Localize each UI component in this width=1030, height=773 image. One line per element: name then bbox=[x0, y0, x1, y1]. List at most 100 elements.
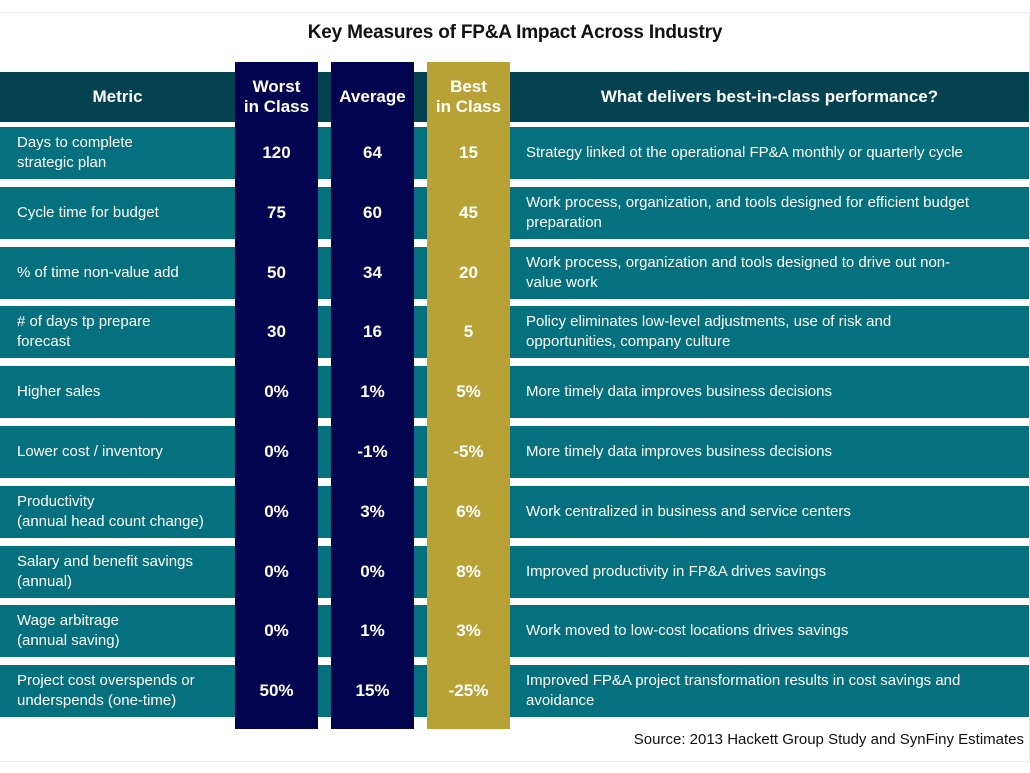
average-value: 60 bbox=[363, 203, 382, 222]
metric-label-line: Salary and benefit savings bbox=[17, 553, 193, 570]
table-row bbox=[0, 187, 1029, 239]
average-value: 64 bbox=[363, 143, 382, 162]
description-line: value work bbox=[526, 274, 598, 291]
worst-value: 30 bbox=[267, 322, 286, 341]
metric-cell: % of time non-value add bbox=[17, 247, 227, 299]
description-line: avoidance bbox=[526, 692, 595, 709]
worst-value: 120 bbox=[262, 143, 291, 162]
best-value: 3% bbox=[456, 621, 481, 640]
average-value: -1% bbox=[357, 442, 388, 461]
description-cell: Strategy linked ot the operational FP&A … bbox=[526, 127, 1021, 179]
description-cell: More timely data improves business decis… bbox=[526, 366, 1021, 418]
table-row bbox=[0, 426, 1029, 478]
best-value: -25% bbox=[448, 681, 489, 700]
worst-value: 50% bbox=[259, 681, 294, 700]
best-value: 15 bbox=[459, 143, 478, 162]
description-line: More timely data improves business decis… bbox=[526, 443, 832, 460]
worst-column bbox=[235, 62, 318, 729]
table-row bbox=[0, 247, 1029, 299]
metric-label-line: Productivity bbox=[17, 493, 95, 510]
metric-label-line: Cycle time for budget bbox=[17, 204, 159, 221]
header-worst-line2: in Class bbox=[243, 97, 310, 116]
header-best-line2: in Class bbox=[435, 97, 502, 116]
description-line: opportunities, company culture bbox=[526, 333, 731, 350]
best-value: 20 bbox=[459, 263, 478, 282]
table-row bbox=[0, 366, 1029, 418]
worst-value: 0% bbox=[264, 442, 289, 461]
metric-cell: Productivity (annual head count change) bbox=[17, 486, 227, 538]
header-what-delivers: What delivers best-in-class performance? bbox=[600, 87, 939, 106]
average-column bbox=[331, 62, 414, 729]
table-row bbox=[0, 486, 1029, 538]
description-cell: Improved FP&A project transformation res… bbox=[526, 665, 1021, 717]
description-cell: Policy eliminates low-level adjustments,… bbox=[526, 306, 1021, 358]
worst-value: 0% bbox=[264, 502, 289, 521]
average-value: 1% bbox=[360, 382, 385, 401]
metric-cell: Cycle time for budget bbox=[17, 187, 227, 239]
metric-label-line: Project cost overspends or bbox=[17, 672, 195, 689]
description-line: More timely data improves business decis… bbox=[526, 383, 832, 400]
metric-label-line: strategic plan bbox=[17, 154, 107, 171]
worst-value: 0% bbox=[264, 382, 289, 401]
description-line: Work process, organization and tools des… bbox=[526, 254, 951, 271]
metric-label-line: forecast bbox=[17, 333, 71, 350]
metric-label-line: # of days tp prepare bbox=[17, 313, 151, 330]
worst-value: 50 bbox=[267, 263, 286, 282]
metric-cell: # of days tp prepare forecast bbox=[17, 306, 227, 358]
metric-cell: Higher sales bbox=[17, 366, 227, 418]
best-value: 45 bbox=[459, 203, 478, 222]
metric-label-line: % of time non-value add bbox=[17, 264, 179, 281]
header-best-line1: Best bbox=[450, 77, 487, 96]
table-row bbox=[0, 665, 1029, 717]
average-value: 3% bbox=[360, 502, 385, 521]
description-line: Improved productivity in FP&A drives sav… bbox=[526, 563, 827, 580]
table-row bbox=[0, 127, 1029, 179]
best-value: 8% bbox=[456, 562, 481, 581]
table-row bbox=[0, 605, 1029, 657]
description-line: Improved FP&A project transformation res… bbox=[526, 672, 961, 689]
description-cell: Work process, organization and tools des… bbox=[526, 247, 1021, 299]
metric-cell: Lower cost / inventory bbox=[17, 426, 227, 478]
table-row bbox=[0, 546, 1029, 598]
header-worst: Worst in Class bbox=[235, 72, 318, 122]
description-line: Work moved to low-cost locations drives … bbox=[526, 622, 849, 639]
metric-label-line: (annual) bbox=[17, 573, 73, 590]
description-line: Work process, organization, and tools de… bbox=[526, 194, 970, 211]
metric-cell: Project cost overspends or underspends (o… bbox=[17, 665, 227, 717]
best-column bbox=[427, 62, 510, 729]
worst-value: 75 bbox=[267, 203, 286, 222]
metric-label-line: Higher sales bbox=[17, 383, 101, 400]
best-value: 5% bbox=[456, 382, 481, 401]
description-cell: Improved productivity in FP&A drives sav… bbox=[526, 546, 1021, 598]
description-line: Strategy linked ot the operational FP&A … bbox=[526, 144, 963, 161]
metric-label-line: (annual head count change) bbox=[17, 513, 204, 530]
best-value: 6% bbox=[456, 502, 481, 521]
table-row bbox=[0, 306, 1029, 358]
average-value: 1% bbox=[360, 621, 385, 640]
header-worst-line1: Worst bbox=[252, 77, 301, 96]
description-line: preparation bbox=[526, 214, 602, 231]
source-note: Source: 2013 Hackett Group Study and Syn… bbox=[633, 731, 1024, 748]
metric-cell: Salary and benefit savings (annual) bbox=[17, 546, 227, 598]
description-cell: Work process, organization, and tools de… bbox=[526, 187, 1021, 239]
metric-cell: Wage arbitrage (annual saving) bbox=[17, 605, 227, 657]
worst-value: 0% bbox=[264, 621, 289, 640]
metric-label-line: (annual saving) bbox=[17, 632, 120, 649]
worst-value: 0% bbox=[264, 562, 289, 581]
best-value: -5% bbox=[453, 442, 484, 461]
best-value: 5 bbox=[463, 322, 474, 341]
header-average: Average bbox=[339, 87, 406, 106]
description-cell: More timely data improves business decis… bbox=[526, 426, 1021, 478]
description-line: Policy eliminates low-level adjustments,… bbox=[526, 313, 892, 330]
description-cell: Work moved to low-cost locations drives … bbox=[526, 605, 1021, 657]
metric-label-line: underspends (one-time) bbox=[17, 692, 177, 709]
metric-label-line: Days to complete bbox=[17, 134, 133, 151]
header-best: Best in Class bbox=[427, 72, 510, 122]
description-cell: Work centralized in business and service… bbox=[526, 486, 1021, 538]
metric-label-line: Lower cost / inventory bbox=[17, 443, 163, 460]
average-value: 15% bbox=[355, 681, 390, 700]
average-value: 0% bbox=[360, 562, 385, 581]
header-bar bbox=[0, 72, 1029, 122]
metric-label-line: Wage arbitrage bbox=[17, 612, 119, 629]
description-line: Work centralized in business and service… bbox=[526, 503, 851, 520]
